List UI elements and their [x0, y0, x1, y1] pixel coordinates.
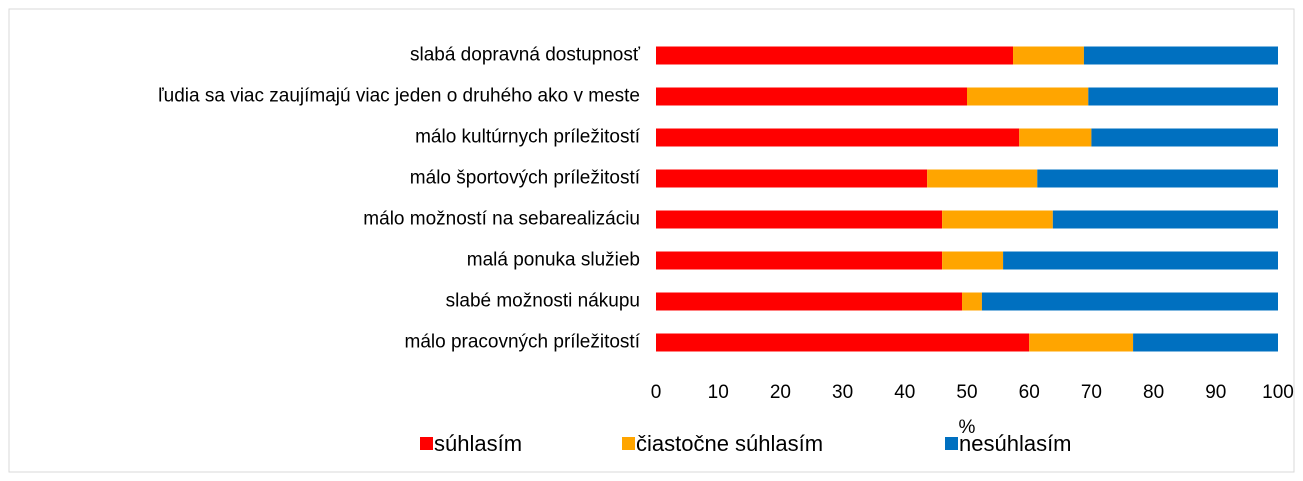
bar-segment	[1088, 87, 1278, 106]
y-tick-label: ľudia sa viac zaujímajú viac jeden o dru…	[158, 86, 640, 107]
bar-segment	[1037, 169, 1278, 188]
x-tick-label: 50	[956, 382, 977, 403]
bar-segment	[981, 292, 1278, 311]
bar-segment	[656, 87, 967, 106]
bar-segment	[1083, 46, 1278, 65]
bar-segment	[656, 128, 1020, 147]
bar-segment	[656, 251, 943, 270]
x-tick-label: 60	[1019, 382, 1040, 403]
bar-segment	[656, 292, 963, 311]
chart-border	[8, 8, 1295, 473]
bar-segment	[942, 210, 1053, 229]
x-tick-label: 10	[708, 382, 729, 403]
legend-label: čiastočne súhlasím	[636, 431, 823, 456]
legend-swatch	[945, 437, 958, 450]
x-tick-label: 90	[1205, 382, 1226, 403]
legend-label: súhlasím	[434, 431, 522, 456]
legend-swatch	[622, 437, 635, 450]
bar-segment	[1133, 333, 1278, 352]
bar-segment	[942, 251, 1004, 270]
x-tick-label: 0	[651, 382, 662, 403]
x-tick-label: 30	[832, 382, 853, 403]
bar-segment	[967, 87, 1089, 106]
bar-segment	[656, 333, 1030, 352]
y-tick-label: málo pracovných príležitostí	[405, 332, 641, 353]
legend-swatch	[420, 437, 433, 450]
bar-segment	[1029, 333, 1134, 352]
y-tick-label: málo športových príležitostí	[410, 168, 641, 189]
y-tick-label: málo možností na sebarealizáciu	[363, 209, 640, 230]
bar-segment	[1091, 128, 1278, 147]
y-tick-label: málo kultúrnych príležitostí	[415, 127, 641, 148]
x-tick-label: 40	[894, 382, 915, 403]
legend-label: nesúhlasím	[959, 431, 1072, 456]
x-tick-label: 100	[1262, 382, 1294, 403]
y-tick-label: slabé možnosti nákupu	[446, 291, 640, 312]
bar-segment	[927, 169, 1038, 188]
bar-segment	[1019, 128, 1092, 147]
y-tick-label: malá ponuka služieb	[467, 250, 640, 271]
bar-segment	[656, 210, 943, 229]
x-tick-label: 80	[1143, 382, 1164, 403]
y-tick-label: slabá dopravná dostupnosť	[410, 45, 641, 66]
bar-segment	[656, 169, 928, 188]
bar-segment	[656, 46, 1014, 65]
bar-segment	[962, 292, 982, 311]
x-tick-label: 70	[1081, 382, 1102, 403]
bar-segment	[1003, 251, 1278, 270]
bar-segment	[1013, 46, 1084, 65]
bar-segment	[1052, 210, 1278, 229]
x-tick-label: 20	[770, 382, 791, 403]
x-axis-label: %	[959, 417, 976, 438]
